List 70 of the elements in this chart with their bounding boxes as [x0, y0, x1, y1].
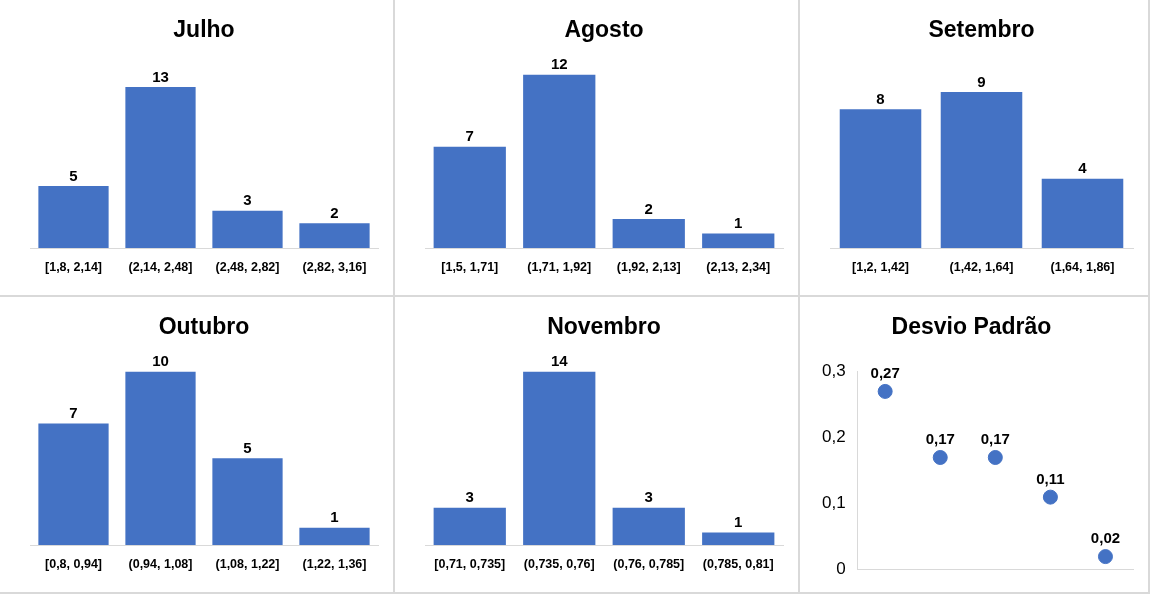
data-label: 10 [152, 352, 169, 370]
data-label: 7 [465, 127, 474, 145]
data-label: 1 [734, 214, 743, 232]
x-tick-label: (1,64, 1,86] [1050, 259, 1115, 274]
data-label: 4 [1078, 159, 1088, 177]
data-label: 7 [69, 404, 78, 422]
x-tick-label: (1,71, 1,92] [527, 259, 592, 274]
x-tick-label: (0,735, 0,76] [523, 556, 595, 571]
point [1097, 549, 1113, 565]
x-tick-label: [1,5, 1,71] [441, 259, 499, 274]
data-label: 1 [734, 513, 743, 531]
bar [38, 423, 109, 545]
data-label: 2 [644, 199, 653, 217]
data-label: 5 [243, 438, 252, 456]
x-tick-label: (2,13, 2,34] [706, 259, 771, 274]
bar [702, 233, 775, 248]
data-label: 9 [977, 72, 986, 90]
chart-title: Outubro [158, 313, 250, 340]
bar [125, 86, 196, 248]
x-tick-label: (2,82, 3,16] [302, 259, 367, 274]
y-tick-label: 0,1 [821, 493, 846, 513]
data-label: 3 [465, 488, 474, 506]
x-tick-label: (0,94, 1,08] [128, 556, 193, 571]
bar [433, 146, 506, 248]
y-tick-label: 0,2 [821, 427, 846, 447]
x-tick-label: (1,42, 1,64] [949, 259, 1014, 274]
data-label: 3 [644, 488, 653, 506]
point [987, 449, 1003, 465]
bar [523, 74, 596, 248]
x-tick-label: [1,2, 1,42] [852, 259, 909, 274]
bar [299, 527, 370, 545]
point [932, 449, 948, 465]
point [877, 383, 893, 399]
point [1042, 489, 1058, 505]
data-label: 1 [330, 508, 339, 526]
x-tick-label: (2,14, 2,48] [128, 259, 193, 274]
chart-title: Novembro [547, 313, 661, 340]
data-label: 0,11 [1036, 469, 1065, 487]
x-tick-label: (0,785, 0,81] [702, 556, 774, 571]
x-tick-label: [0,8, 0,94] [45, 556, 102, 571]
data-label: 2 [330, 203, 339, 221]
data-label: 5 [69, 166, 78, 184]
x-tick-label: (2,48, 2,82] [215, 259, 280, 274]
data-label: 8 [876, 89, 885, 107]
bar [38, 186, 109, 248]
chart-title: Setembro [928, 16, 1035, 43]
data-label: 3 [243, 191, 252, 209]
data-label: 0,27 [870, 364, 900, 382]
chart-title: Julho [173, 16, 235, 43]
y-tick-label: 0 [836, 559, 846, 579]
y-tick-label: 0,3 [821, 361, 846, 381]
x-tick-label: (1,08, 1,22] [215, 556, 280, 571]
bar [125, 371, 196, 545]
x-tick-label: (1,22, 1,36] [302, 556, 367, 571]
chart-title: Desvio Padrão [891, 313, 1052, 340]
bar [212, 210, 283, 248]
x-tick-label: [0,71, 0,735] [434, 556, 506, 571]
data-label: 0,17 [925, 430, 955, 448]
x-tick-label: [1,8, 2,14] [45, 259, 102, 274]
data-label: 12 [550, 55, 568, 73]
bar [299, 223, 370, 248]
data-label: 0,02 [1090, 529, 1121, 547]
chart-title: Agosto [564, 16, 644, 43]
x-tick-label: (1,92, 2,13] [616, 259, 681, 274]
data-label: 13 [152, 67, 169, 85]
bar [612, 219, 685, 248]
x-tick-label: (0,76, 0,785] [613, 556, 685, 571]
bar [212, 458, 283, 545]
data-label: 0,17 [980, 430, 1010, 448]
data-label: 14 [550, 352, 569, 370]
